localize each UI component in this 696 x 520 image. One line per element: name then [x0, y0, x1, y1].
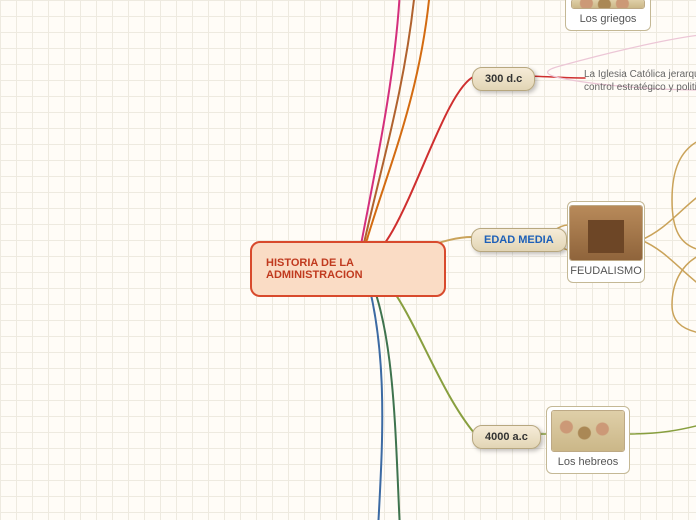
node-edad-media[interactable]: EDAD MEDIA: [471, 228, 567, 252]
central-line1: HISTORIA DE LA: [266, 257, 430, 269]
caption-griegos: Los griegos: [576, 12, 641, 27]
note-iglesia: La Iglesia Católica jerarquiz control es…: [584, 68, 696, 94]
node-4000ac-label: 4000 a.c: [485, 431, 528, 443]
caption-feudalismo: FEUDALISMO: [566, 264, 646, 279]
note-iglesia-l2: control estratégico y politic: [584, 81, 696, 94]
central-node[interactable]: HISTORIA DE LA ADMINISTRACION: [250, 241, 446, 297]
node-300dc-label: 300 d.c: [485, 73, 522, 85]
thumb-feudalismo: [569, 205, 643, 261]
central-line2: ADMINISTRACION: [266, 269, 430, 281]
caption-hebreos: Los hebreos: [554, 455, 623, 470]
node-4000ac[interactable]: 4000 a.c: [472, 425, 541, 449]
thumb-griegos: [571, 0, 645, 9]
card-hebreos[interactable]: Los hebreos: [546, 406, 630, 474]
node-edad-media-label: EDAD MEDIA: [484, 234, 554, 246]
node-300dc[interactable]: 300 d.c: [472, 67, 535, 91]
card-griegos[interactable]: Los griegos: [565, 0, 651, 31]
card-feudalismo[interactable]: FEUDALISMO: [567, 201, 645, 283]
thumb-hebreos: [551, 410, 625, 452]
note-iglesia-l1: La Iglesia Católica jerarquiz: [584, 68, 696, 81]
